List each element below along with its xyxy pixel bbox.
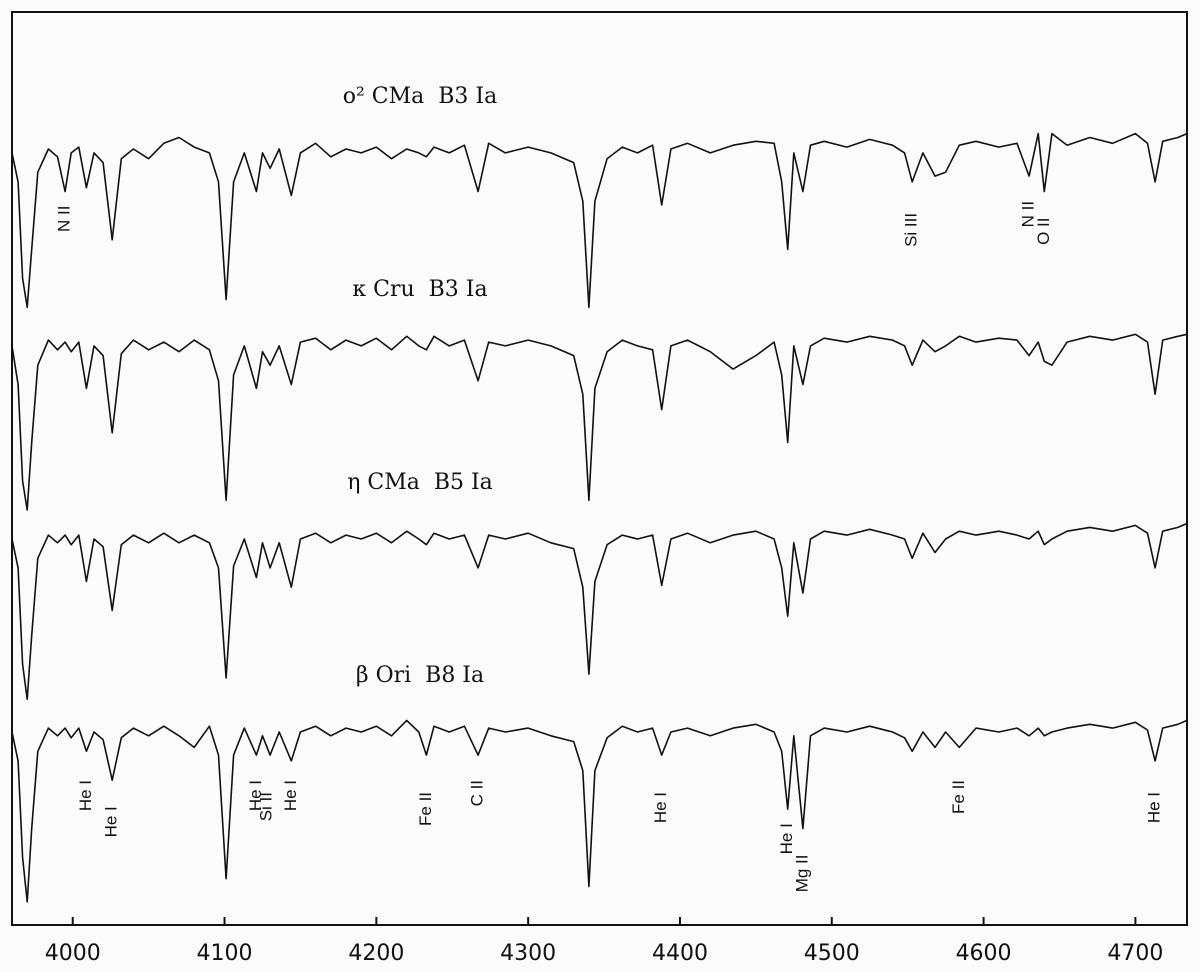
line-id-label: He I [1145, 792, 1164, 823]
x-tick-label: 4700 [1107, 941, 1163, 966]
x-tick-label: 4200 [348, 941, 404, 966]
line-id-label: He I [281, 780, 300, 811]
x-tick-label: 4400 [652, 941, 708, 966]
line-id-label: Fe II [416, 792, 435, 826]
spectrum-title: η CMa B5 Ia [347, 470, 493, 495]
spectrum-line [11, 522, 1188, 700]
line-id-label: O II [1034, 218, 1053, 245]
spectrum-line [11, 719, 1188, 903]
line-id-label: He I [102, 806, 121, 837]
line-id-label: He I [246, 780, 265, 811]
line-id-label: Si II [257, 792, 276, 821]
x-tick-label: 4500 [804, 941, 860, 966]
line-id-label: He I [651, 792, 670, 823]
x-tick-label: 4000 [45, 941, 101, 966]
spectrum-line [11, 132, 1188, 309]
line-id-label: He I [777, 823, 796, 854]
line-id-label: Fe II [949, 780, 968, 814]
line-id-label: Mg II [792, 854, 811, 892]
x-tick-label: 4600 [956, 941, 1012, 966]
x-tick-label: 4100 [197, 941, 253, 966]
line-id-label: C II [468, 780, 487, 806]
plot-frame [11, 11, 1188, 926]
x-tick-label: 4300 [500, 941, 556, 966]
line-id-label: N II [55, 206, 74, 232]
spectrum-title: κ Cru B3 Ia [352, 277, 487, 302]
spectrum-line [11, 333, 1188, 511]
spectrum-title: o² CMa B3 Ia [343, 84, 497, 109]
line-id-label: N II [1019, 201, 1038, 227]
line-id-label: He I [76, 780, 95, 811]
spectrum-title: β Ori B8 Ia [356, 663, 484, 688]
line-id-label: Si III [902, 213, 921, 247]
